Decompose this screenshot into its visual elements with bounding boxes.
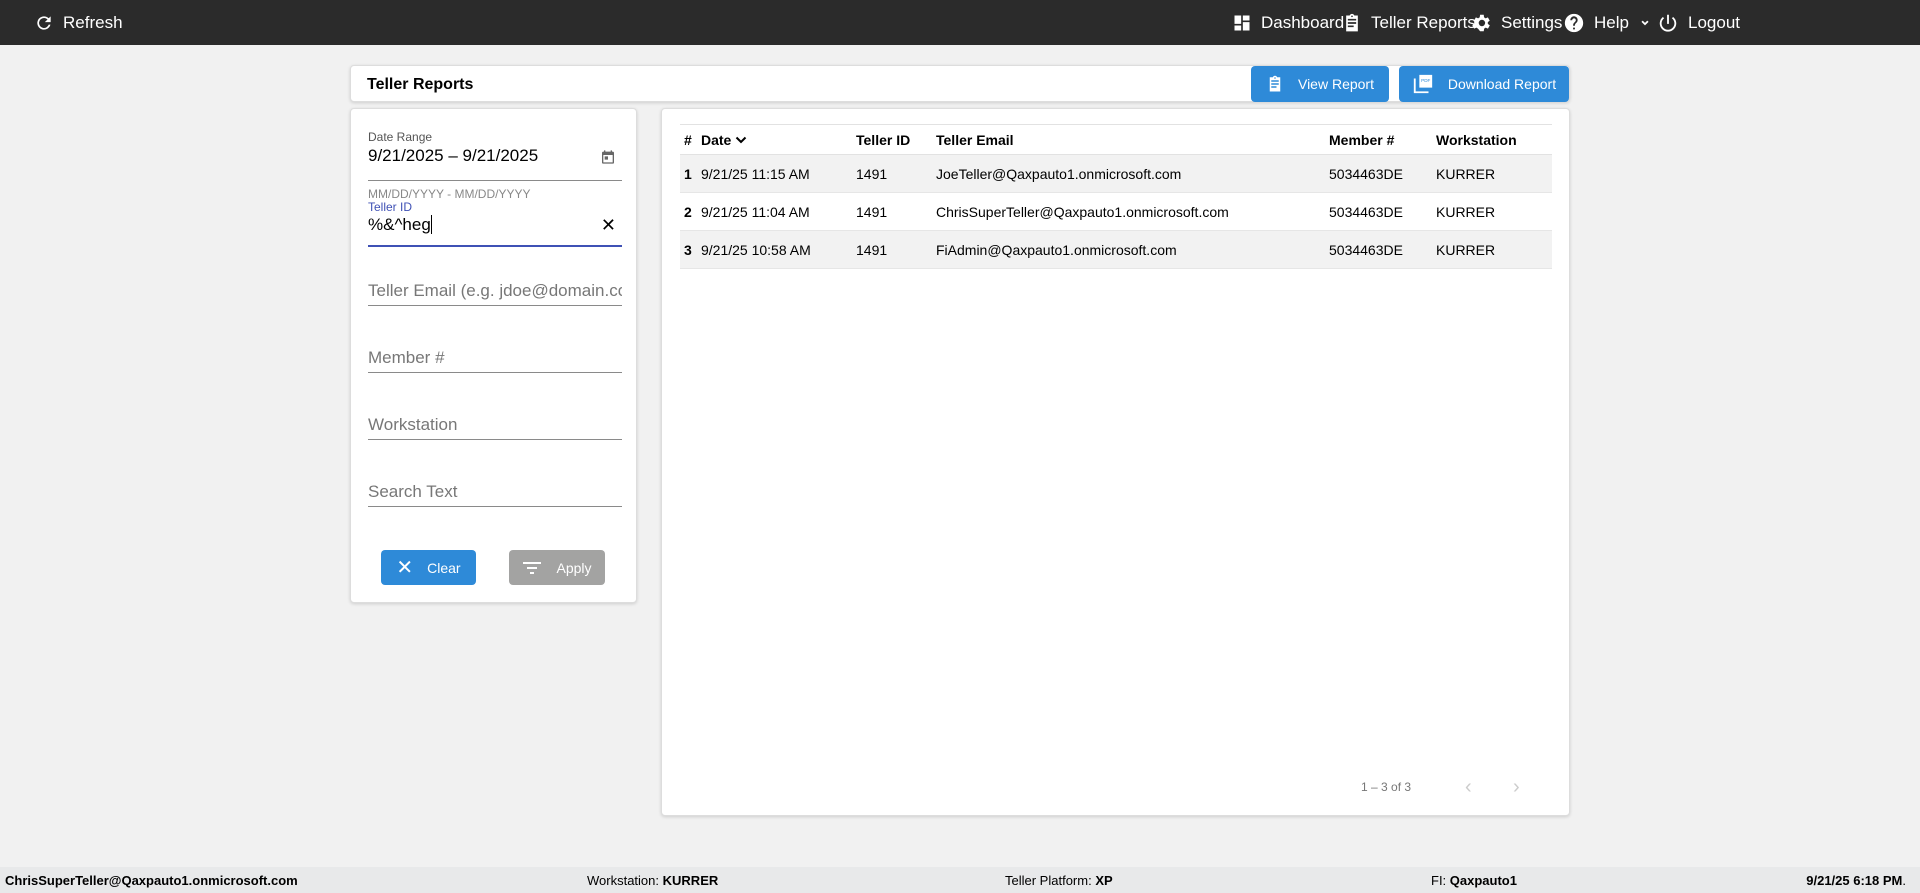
calendar-icon[interactable] xyxy=(600,149,616,165)
results-panel: # Date Teller ID Teller Email Member # W… xyxy=(661,108,1570,816)
clipboard-icon xyxy=(1269,75,1281,92)
clear-input-icon[interactable]: ✕ xyxy=(600,215,616,235)
nav-help[interactable]: Help xyxy=(1563,0,1652,45)
search-text-placeholder: Search Text xyxy=(368,482,458,501)
col-index: # xyxy=(680,124,701,155)
footer-datetime-suffix: . xyxy=(1902,873,1906,888)
teller-email-placeholder: Teller Email (e.g. jdoe@domain.com) xyxy=(368,281,622,300)
row-index: 1 xyxy=(680,154,701,193)
teller-email-input[interactable]: Teller Email (e.g. jdoe@domain.com) xyxy=(368,281,622,306)
row-member: 5034463DE xyxy=(1329,192,1436,231)
nav-label: Teller Reports xyxy=(1371,12,1476,32)
footer-fi: Qaxpauto1 xyxy=(1449,873,1517,888)
workstation-placeholder: Workstation xyxy=(368,415,458,434)
row-date: 9/21/25 11:15 AM xyxy=(701,154,856,193)
view-report-label: View Report xyxy=(1297,76,1374,92)
row-workstation: KURRER xyxy=(1436,154,1552,193)
clipboard-icon xyxy=(1346,13,1358,31)
teller-id-label: Teller ID xyxy=(368,200,413,214)
results-table: # Date Teller ID Teller Email Member # W… xyxy=(680,124,1552,269)
filter-icon xyxy=(523,561,542,574)
row-teller-id: 1491 xyxy=(856,192,936,231)
prev-page-button[interactable]: ‹ xyxy=(1465,776,1472,798)
sort-desc-icon xyxy=(736,136,747,143)
row-workstation: KURRER xyxy=(1436,230,1552,269)
footer-platform: XP xyxy=(1095,873,1113,888)
footer-workstation: KURRER xyxy=(662,873,719,888)
download-report-button[interactable]: PDF Download Report xyxy=(1399,66,1569,102)
row-teller-email: ChrisSuperTeller@Qaxpauto1.onmicrosoft.c… xyxy=(936,192,1329,231)
row-date: 9/21/25 10:58 AM xyxy=(701,230,856,269)
pagination-range: 1 – 3 of 3 xyxy=(1361,780,1412,794)
col-teller-email[interactable]: Teller Email xyxy=(936,124,1329,155)
row-teller-id: 1491 xyxy=(856,230,936,269)
top-bar: Refresh Dashboard Teller Reports Setting… xyxy=(0,0,1920,45)
apply-button[interactable]: Apply xyxy=(509,550,605,585)
nav-teller-reports[interactable]: Teller Reports xyxy=(1342,0,1476,45)
table-header-row: # Date Teller ID Teller Email Member # W… xyxy=(680,124,1552,155)
col-workstation[interactable]: Workstation xyxy=(1436,124,1552,155)
refresh-button[interactable]: Refresh xyxy=(34,0,123,45)
col-date[interactable]: Date xyxy=(701,124,856,155)
nav-dashboard[interactable]: Dashboard xyxy=(1232,0,1344,45)
clear-button[interactable]: ✕ Clear xyxy=(381,550,476,585)
dashboard-icon xyxy=(1234,15,1250,30)
clear-label: Clear xyxy=(427,559,461,576)
table-row[interactable]: 1 9/21/25 11:15 AM 1491 JoeTeller@Qaxpauto1… xyxy=(680,154,1552,193)
workstation-input[interactable]: Workstation xyxy=(368,415,622,440)
next-page-button[interactable]: › xyxy=(1513,776,1520,798)
nav-label: Logout xyxy=(1688,12,1740,32)
row-index: 2 xyxy=(680,192,701,231)
member-input[interactable]: Member # xyxy=(368,348,622,373)
download-report-label: Download Report xyxy=(1447,76,1557,92)
svg-text:PDF: PDF xyxy=(1421,78,1430,83)
search-text-input[interactable]: Search Text xyxy=(368,482,622,507)
apply-label: Apply xyxy=(556,559,592,576)
date-range-label: Date Range xyxy=(368,130,433,144)
nav-label: Dashboard xyxy=(1261,12,1345,32)
footer-fi-label: FI: xyxy=(1431,873,1447,888)
refresh-icon xyxy=(37,15,51,30)
nav-logout[interactable]: Logout xyxy=(1657,0,1740,45)
date-range-value: 9/21/2025 – 9/21/2025 xyxy=(368,146,539,165)
row-date: 9/21/25 11:04 AM xyxy=(701,192,856,231)
member-placeholder: Member # xyxy=(368,348,445,367)
refresh-label: Refresh xyxy=(63,12,123,32)
filter-panel: Date Range 9/21/2025 – 9/21/2025 MM/DD/Y… xyxy=(350,108,637,603)
date-range-field[interactable]: Date Range 9/21/2025 – 9/21/2025 xyxy=(368,130,622,181)
page-title: Teller Reports xyxy=(367,76,474,93)
pdf-icon: PDF xyxy=(1413,74,1433,94)
footer-workstation-label: Workstation: xyxy=(587,873,660,888)
col-date-label: Date xyxy=(701,131,732,148)
help-icon xyxy=(1564,13,1584,32)
footer-user: ChrisSuperTeller@Qaxpauto1.onmicrosoft.c… xyxy=(5,873,298,888)
col-member[interactable]: Member # xyxy=(1329,124,1436,155)
col-teller-id[interactable]: Teller ID xyxy=(856,124,936,155)
row-teller-id: 1491 xyxy=(856,154,936,193)
nav-label: Help xyxy=(1594,12,1629,32)
row-member: 5034463DE xyxy=(1329,230,1436,269)
table-row[interactable]: 3 9/21/25 10:58 AM 1491 FiAdmin@Qaxpauto1.o… xyxy=(680,230,1552,269)
gear-icon xyxy=(1472,14,1490,31)
date-format-hint: MM/DD/YYYY - MM/DD/YYYY xyxy=(368,187,531,201)
row-index: 3 xyxy=(680,230,701,269)
table-row[interactable]: 2 9/21/25 11:04 AM 1491 ChrisSuperTeller@Qa… xyxy=(680,192,1552,231)
footer-platform-label: Teller Platform: xyxy=(1005,873,1092,888)
close-icon: ✕ xyxy=(396,557,414,579)
chevron-down-icon xyxy=(1641,20,1649,25)
row-teller-email: JoeTeller@Qaxpauto1.onmicrosoft.com xyxy=(936,154,1329,193)
teller-id-field[interactable]: Teller ID %&^heg ✕ xyxy=(368,200,622,247)
nav-settings[interactable]: Settings xyxy=(1470,0,1562,45)
nav-label: Settings xyxy=(1501,12,1563,32)
view-report-button[interactable]: View Report xyxy=(1251,66,1389,102)
footer-datetime: 9/21/25 6:18 PM xyxy=(1806,873,1903,888)
teller-id-input[interactable]: %&^heg xyxy=(368,215,431,234)
row-member: 5034463DE xyxy=(1329,154,1436,193)
status-bar: ChrisSuperTeller@Qaxpauto1.onmicrosoft.c… xyxy=(0,867,1920,893)
power-icon xyxy=(1659,14,1677,32)
row-workstation: KURRER xyxy=(1436,192,1552,231)
row-teller-email: FiAdmin@Qaxpauto1.onmicrosoft.com xyxy=(936,230,1329,269)
